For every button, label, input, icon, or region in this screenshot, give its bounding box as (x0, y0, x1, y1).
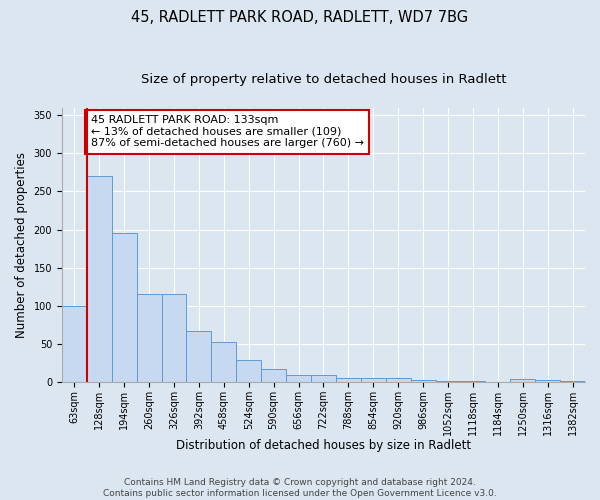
Bar (187, 331, 211, 382)
Bar (535, 380, 560, 382)
Title: Size of property relative to detached houses in Radlett: Size of property relative to detached ho… (141, 72, 506, 86)
Bar (137, 294, 161, 382)
Bar (336, 378, 361, 382)
Text: 45, RADLETT PARK ROAD, RADLETT, WD7 7BG: 45, RADLETT PARK ROAD, RADLETT, WD7 7BG (131, 10, 469, 25)
Bar (311, 376, 336, 382)
Text: 45 RADLETT PARK ROAD: 133sqm
← 13% of detached houses are smaller (109)
87% of s: 45 RADLETT PARK ROAD: 133sqm ← 13% of de… (91, 115, 364, 148)
Bar (236, 360, 261, 382)
Bar (386, 378, 410, 382)
Bar (211, 342, 236, 382)
Y-axis label: Number of detached properties: Number of detached properties (15, 152, 28, 338)
Bar (261, 369, 286, 382)
Bar (361, 378, 386, 382)
Text: Contains HM Land Registry data © Crown copyright and database right 2024.
Contai: Contains HM Land Registry data © Crown c… (103, 478, 497, 498)
Bar (510, 379, 535, 382)
X-axis label: Distribution of detached houses by size in Radlett: Distribution of detached houses by size … (176, 440, 471, 452)
Bar (161, 294, 187, 382)
Bar (112, 234, 137, 382)
Bar (410, 380, 436, 382)
Bar (560, 380, 585, 382)
Bar (62, 306, 87, 382)
Bar (286, 374, 311, 382)
Bar (436, 380, 460, 382)
Bar (87, 176, 112, 382)
